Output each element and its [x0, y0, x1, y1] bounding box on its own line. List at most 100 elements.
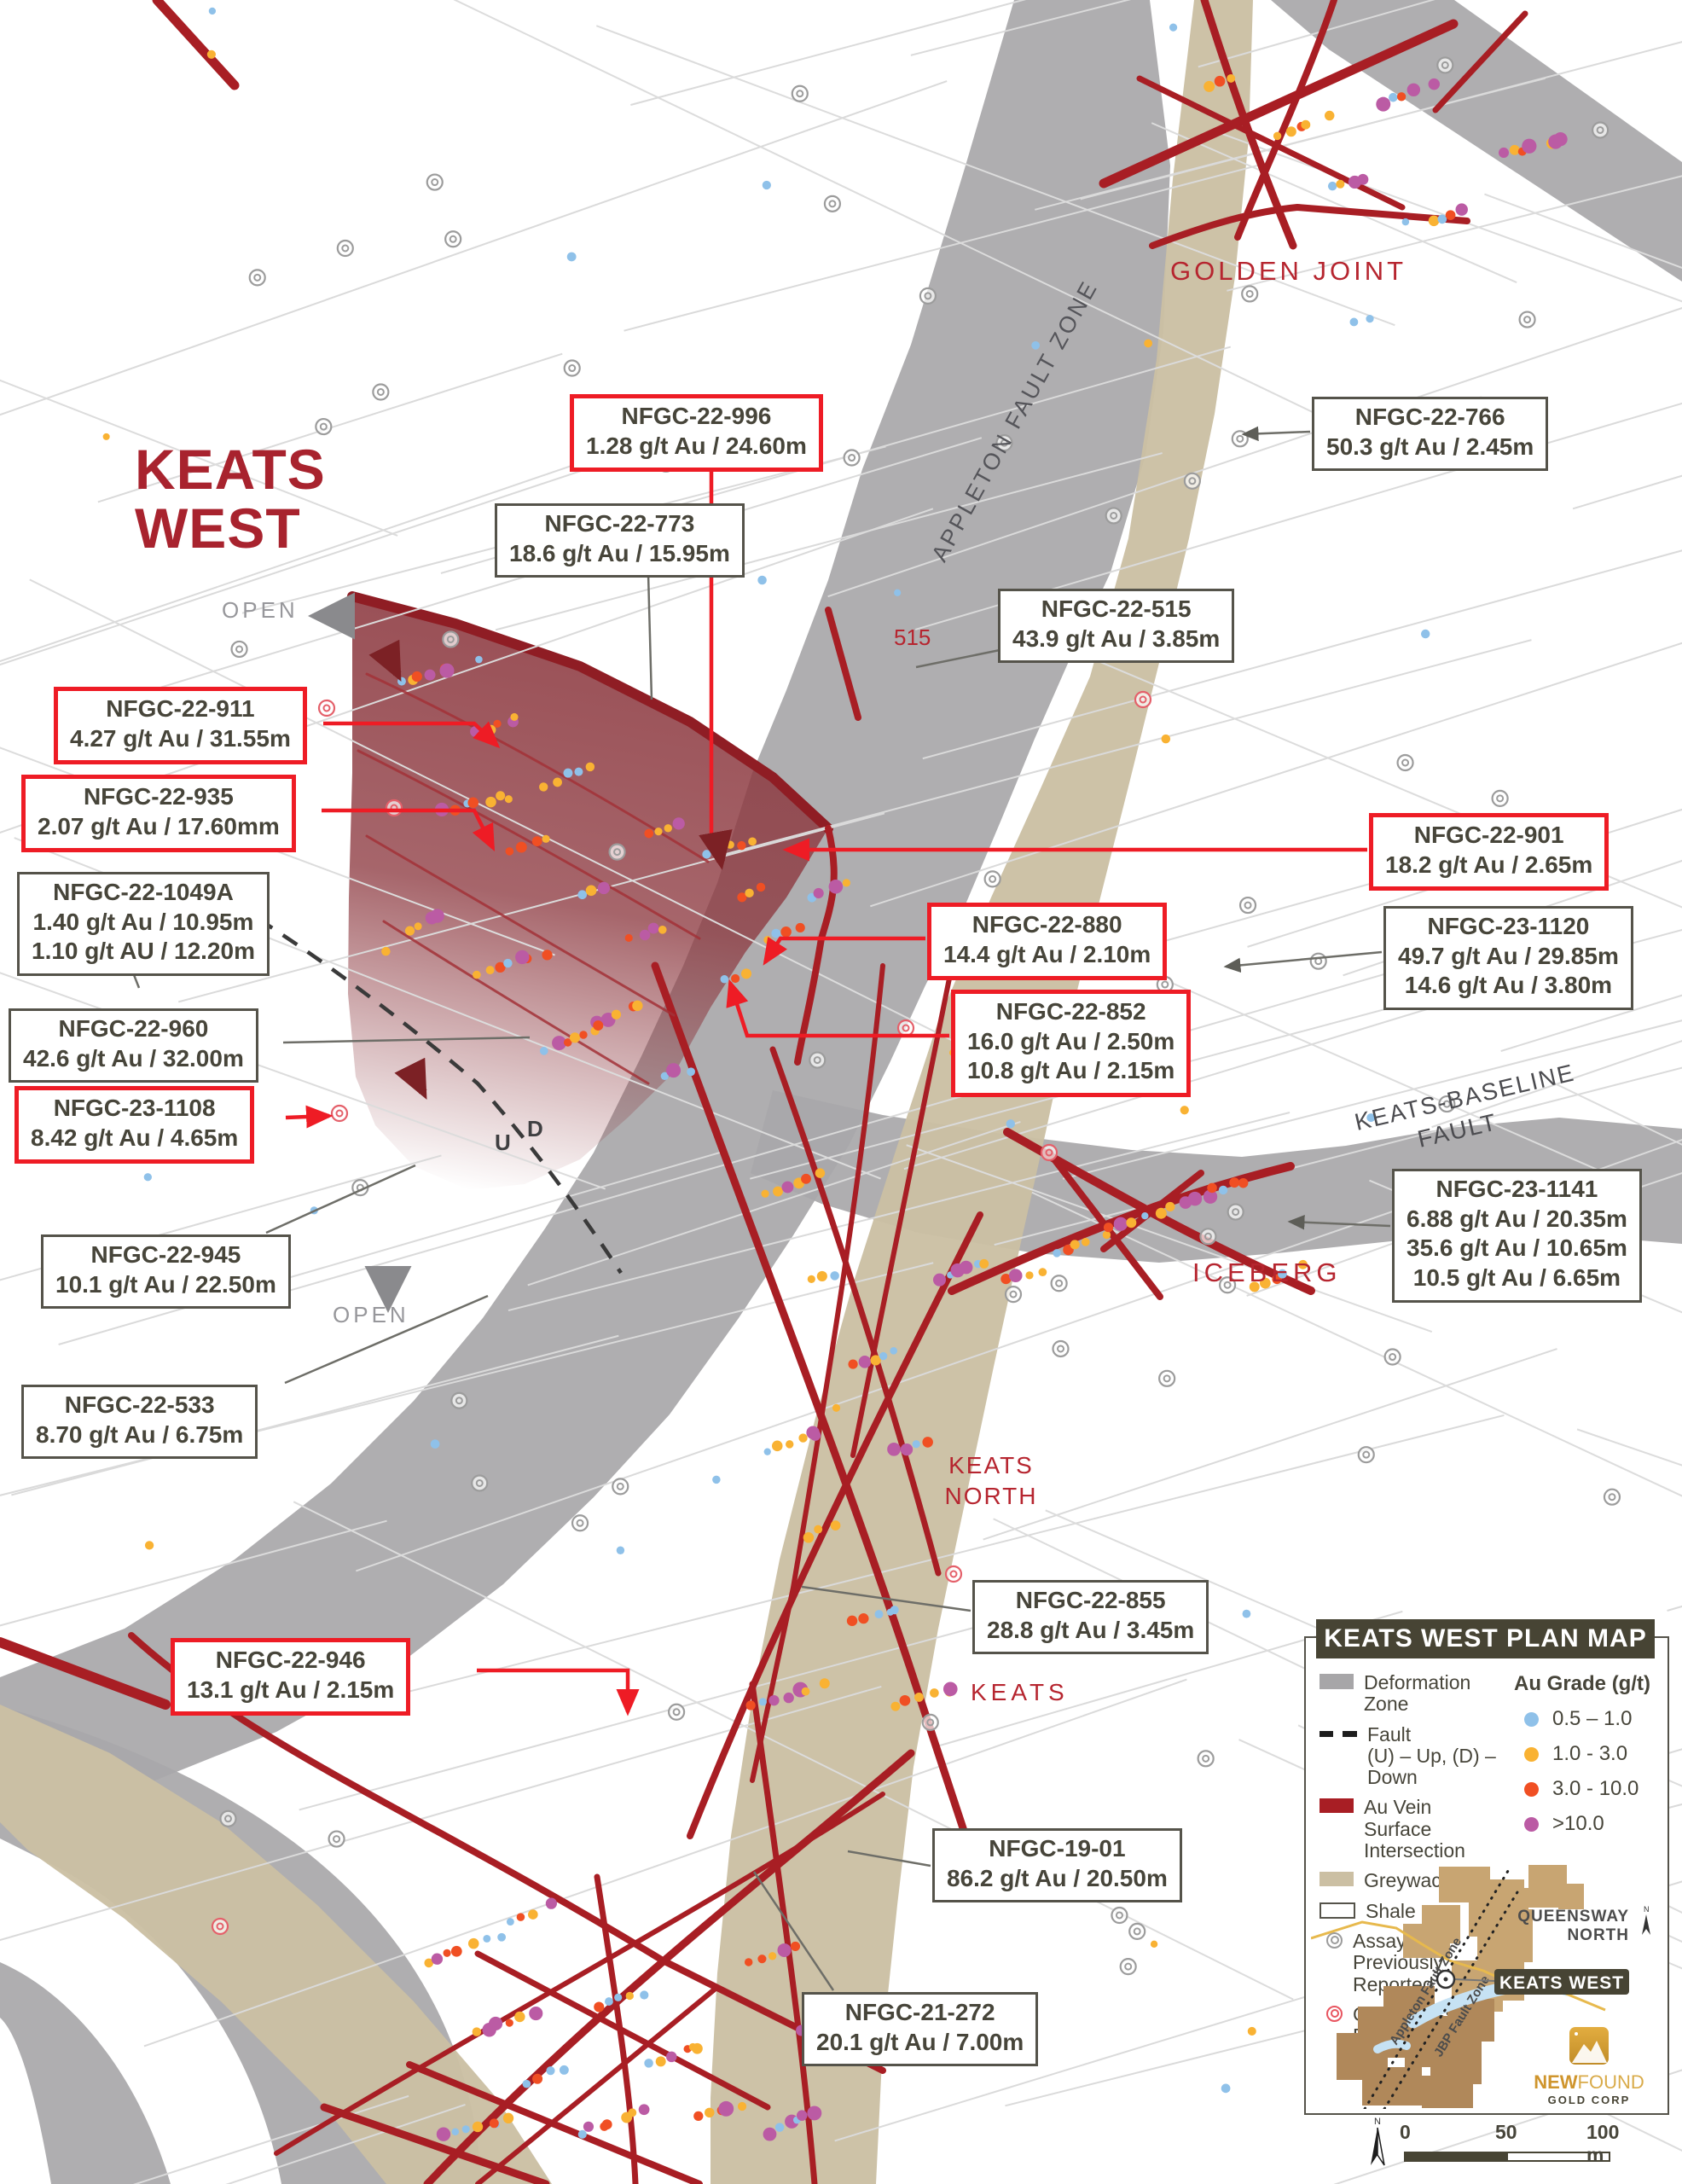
legend-panel: KEATS WEST PLAN MAP Deformation Zone Fau…: [1304, 1619, 1669, 2115]
legend-item-fault: Fault (U) – Up, (D) – Down: [1320, 1723, 1512, 1789]
callout-nfgc-23-1108: NFGC-23-1108 8.42 g/t Au / 4.65m: [14, 1086, 255, 1165]
inset-north-label: NORTH: [1567, 1926, 1629, 1944]
assay-dots: [102, 7, 1568, 2141]
label-keats-north: KEATS NORTH: [944, 1452, 1038, 1510]
legend-item-shale: Shale: [1320, 1900, 1512, 1922]
label-open-south: OPEN: [333, 1302, 409, 1327]
label-open-north: OPEN: [222, 597, 299, 623]
inset-north-arrow-icon: N: [1642, 1905, 1650, 1935]
grade-dot-orange-icon: [1524, 1781, 1539, 1797]
callout-nfgc-22-852: NFGC-22-852 16.0 g/t Au / 2.50m 10.8 g/t A…: [951, 990, 1192, 1098]
callout-nfgc-22-515: NFGC-22-515 43.9 g/t Au / 3.85m: [998, 589, 1235, 664]
label-fault-down: D: [527, 1116, 543, 1141]
au-grade-class-2: 1.0 - 3.0: [1514, 1742, 1668, 1766]
legend-title: KEATS WEST PLAN MAP: [1316, 1619, 1655, 1658]
hole-id: NFGC-22-533: [64, 1391, 215, 1418]
hole-id: NFGC-22-935: [83, 783, 234, 810]
newfound-logo: NEWFOUND GOLD CORP: [1534, 2027, 1644, 2106]
zone-top-vein: [347, 591, 833, 834]
callout-nfgc-22-880: NFGC-22-880 14.4 g/t Au / 2.10m: [927, 903, 1168, 981]
hole-id: NFGC-22-945: [90, 1241, 241, 1268]
grade-dot-magenta-icon: [1524, 1816, 1539, 1832]
hole-id: NFGC-22-880: [972, 911, 1122, 938]
grade-dot-blue-icon: [1524, 1711, 1539, 1727]
fault-swatch-icon: [1320, 1730, 1357, 1737]
leader-lines-previous: [128, 426, 1391, 1991]
newfound-logo-text: NEWFOUND: [1534, 2071, 1644, 2093]
legend-item-au-vein: Au Vein Surface Intersection: [1320, 1797, 1512, 1862]
au-grade-class-1: 0.5 – 1.0: [1514, 1707, 1668, 1731]
inset-keats-west-badge-label: KEATS WEST: [1499, 1973, 1624, 1993]
scale-tick-100: 100 m: [1586, 2121, 1620, 2166]
hole-id: NFGC-22-996: [621, 403, 772, 429]
callout-nfgc-22-533: NFGC-22-533 8.70 g/t Au / 6.75m: [21, 1385, 258, 1460]
hole-id: NFGC-22-855: [1015, 1587, 1166, 1613]
callout-nfgc-22-855: NFGC-22-855 28.8 g/t Au / 3.45m: [972, 1580, 1209, 1655]
callout-nfgc-22-773: NFGC-22-773 18.6 g/t Au / 15.95m: [495, 503, 745, 578]
assays-previous-icon: [1326, 1931, 1343, 1949]
scale-bar: N 0 50 100 m: [1352, 2116, 1642, 2175]
au-vein-swatch-icon: [1320, 1798, 1354, 1814]
inset-marker-leader: [1453, 1978, 1495, 1982]
open-arrows: [308, 592, 412, 1313]
callout-nfgc-22-901: NFGC-22-901 18.2 g/t Au / 2.65m: [1369, 813, 1610, 892]
greywacke-swatch-icon: [1320, 1872, 1354, 1887]
shale-swatch-icon: [1320, 1902, 1355, 1919]
hole-id: NFGC-23-1141: [1436, 1176, 1598, 1202]
au-grade-title: Au Grade (g/t): [1514, 1672, 1650, 1695]
legend-item-deformation-zone: Deformation Zone: [1320, 1671, 1512, 1716]
callout-nfgc-22-996: NFGC-22-996 1.28 g/t Au / 24.60m: [570, 394, 823, 473]
hole-id: NFGC-22-766: [1354, 404, 1505, 430]
callout-nfgc-22-1049a: NFGC-22-1049A 1.40 g/t Au / 10.95m 1.10 g/…: [17, 872, 270, 977]
callout-nfgc-22-766: NFGC-22-766 50.3 g/t Au / 2.45m: [1312, 397, 1549, 472]
hole-id: NFGC-19-01: [989, 1835, 1126, 1862]
hole-id: NFGC-22-911: [106, 695, 255, 722]
north-arrow-icon: N: [1371, 2117, 1385, 2166]
scale-tick-50: 50: [1495, 2121, 1517, 2143]
scale-tick-0: 0: [1400, 2121, 1411, 2143]
scale-bar-right: [1506, 2152, 1610, 2162]
label-golden-joint: GOLDEN JOINT: [1170, 256, 1407, 286]
deformation-zone-swatch-icon: [1320, 1674, 1354, 1689]
hole-id: NFGC-23-1108: [53, 1095, 216, 1121]
page-title: KEATS WEST: [135, 438, 326, 560]
callout-nfgc-21-272: NFGC-21-272 20.1 g/t Au / 7.00m: [802, 1992, 1039, 2067]
grade-dot-yellow-icon: [1524, 1746, 1539, 1762]
inset-queensway-label: QUEENSWAY: [1517, 1908, 1629, 1926]
hole-id: NFGC-21-272: [844, 1999, 995, 2025]
leader-lines-current: [285, 468, 1367, 1716]
hole-id: NFGC-22-852: [995, 998, 1146, 1025]
callout-nfgc-19-01: NFGC-19-01 86.2 g/t Au / 20.50m: [932, 1828, 1182, 1903]
hole-id: NFGC-22-773: [544, 510, 695, 537]
hole-id: NFGC-22-946: [215, 1647, 366, 1673]
hole-id: NFGC-22-901: [1413, 822, 1564, 848]
svg-text:N: N: [1644, 1905, 1650, 1914]
callout-nfgc-22-960: NFGC-22-960 42.6 g/t Au / 32.00m: [9, 1008, 258, 1083]
svg-text:N: N: [1374, 2117, 1381, 2127]
inset-location-map: Appleton Fault Zone JBP Fault Zone QUEEN…: [1311, 1865, 1650, 2109]
callout-nfgc-22-911: NFGC-22-911 4.27 g/t Au / 31.55m: [54, 687, 307, 765]
assays-current-icon: [1326, 2005, 1343, 2022]
au-grade-class-4: >10.0: [1514, 1812, 1668, 1836]
hole-id: NFGC-22-1049A: [53, 879, 234, 905]
fault-line: [206, 886, 623, 1275]
label-fault-up: U: [495, 1130, 511, 1155]
hole-id: NFGC-22-960: [58, 1015, 209, 1042]
callout-nfgc-23-1120: NFGC-23-1120 49.7 g/t Au / 29.85m 14.6 g/t…: [1383, 906, 1633, 1011]
hole-id: NFGC-23-1120: [1427, 913, 1590, 939]
scale-bar-left: [1404, 2152, 1508, 2162]
callout-nfgc-22-945: NFGC-22-945 10.1 g/t Au / 22.50m: [41, 1234, 291, 1310]
inset-keats-west-badge: [1494, 1969, 1629, 1995]
callout-nfgc-22-935: NFGC-22-935 2.07 g/t Au / 17.60mm: [21, 775, 296, 853]
label-iceberg: ICEBERG: [1192, 1258, 1342, 1287]
callout-nfgc-23-1141: NFGC-23-1141 6.88 g/t Au / 20.35m 35.6 g/t…: [1392, 1169, 1642, 1303]
au-grade-class-3: 3.0 - 10.0: [1514, 1777, 1668, 1801]
inset-marker-dot: [1443, 1977, 1448, 1982]
newfound-logo-sub: GOLD CORP: [1548, 2094, 1631, 2106]
hole-id: NFGC-22-515: [1041, 595, 1192, 622]
inset-pond: [1373, 2039, 1411, 2053]
label-keats: KEATS: [971, 1679, 1069, 1705]
callout-nfgc-22-946: NFGC-22-946 13.1 g/t Au / 2.15m: [171, 1638, 411, 1716]
label-515-vein: 515: [894, 624, 931, 650]
